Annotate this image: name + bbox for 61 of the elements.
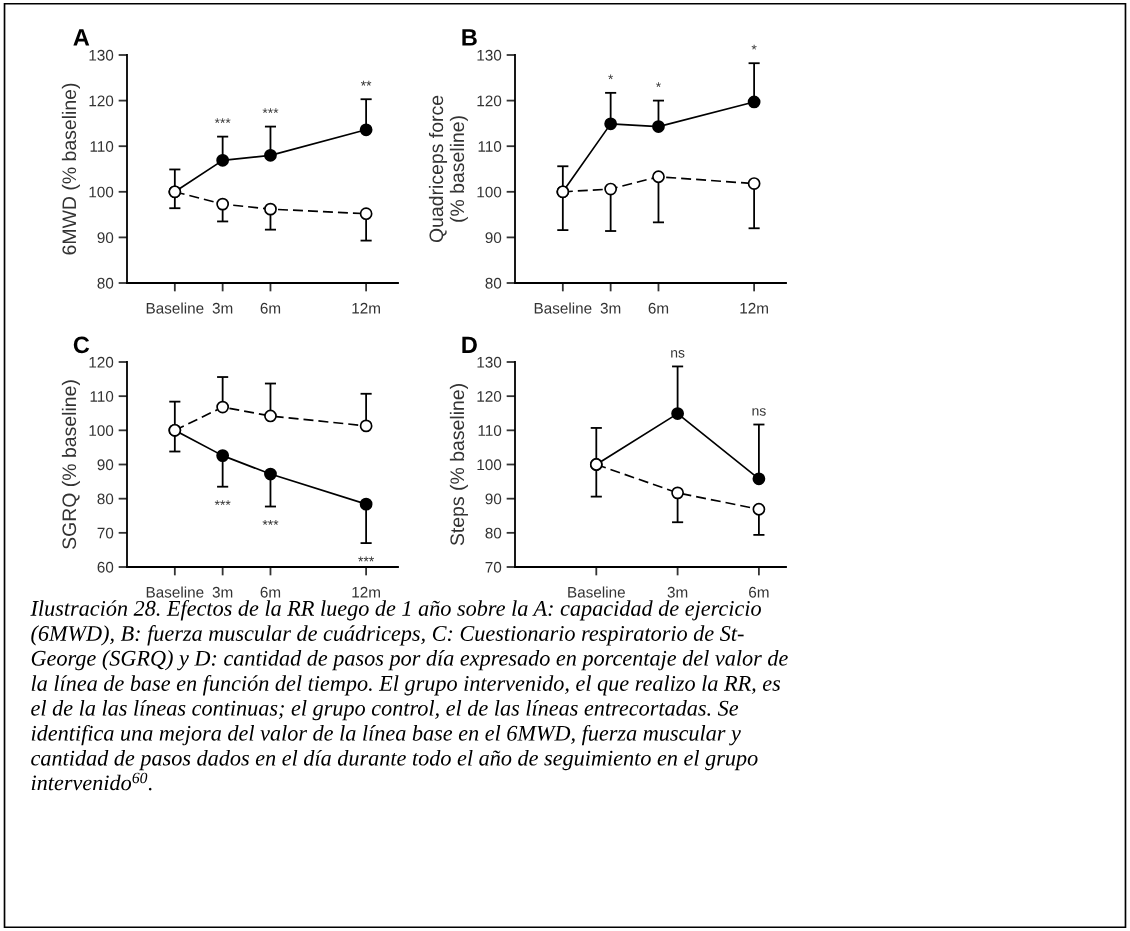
y-tick-label: 80 xyxy=(485,527,502,539)
text: * xyxy=(751,44,757,50)
text: Ilustración 28. Efectos de la RR luego de 1 año sobre la A: capacidad de ejercicio (6MWD), B: fuerza muscular de cuádriceps, C: Cuestionario respiratorio de St- George (SGRQ) y D: cantidad de pasos por día expresado en porcentaje del valor de la línea de base en función del tiempo. El grupo intervenido, el que realizo la RR, es el de la las líneas continuas; el grupo control, el de las líneas entrecortadas. Se identifica una mejora del valor de la línea base en el 6MWD, fuerza muscular y cantidad de pasos dados en el día durante todo el año de seguimiento en el grupo intervenido$^{60}$. xyxy=(30,600,788,791)
y-tick-label: 80 xyxy=(97,493,114,505)
y-tick-label: 100 xyxy=(477,459,502,471)
y-tick-label: 90 xyxy=(97,459,114,471)
text: ns xyxy=(671,350,685,358)
y-tick-label: 130 xyxy=(89,49,114,61)
chart-title: C xyxy=(73,336,90,354)
x-tick-label: 6m xyxy=(749,586,769,598)
y-tick-label: 60 xyxy=(97,561,114,573)
y-tick-label: 130 xyxy=(477,356,502,368)
y-tick-label: 110 xyxy=(90,141,114,152)
y-tick-label: 90 xyxy=(97,232,114,244)
y-tick-label: 120 xyxy=(89,95,114,107)
y-tick-label: 70 xyxy=(485,561,502,573)
x-tick-label: 3m xyxy=(667,586,688,598)
y-tick-label: 70 xyxy=(97,527,114,539)
y-axis-title: SGRQ (% baseline) xyxy=(61,380,80,549)
annotation: ** xyxy=(360,80,372,86)
y-tick-label: 80 xyxy=(485,277,502,289)
chart-title: A xyxy=(73,29,90,46)
chart-title: D xyxy=(462,336,477,353)
y-tick-label: 120 xyxy=(89,356,114,368)
y-axis-title: Steps (% baseline) xyxy=(449,384,468,546)
annotation: *** xyxy=(214,500,231,506)
annotation: * xyxy=(608,74,614,80)
x-tick-label: 12m xyxy=(352,302,380,314)
y-axis-title: 6MWD (% baseline) xyxy=(61,83,80,255)
x-tick-label: 3m xyxy=(212,586,233,598)
x-tick-label: Baseline xyxy=(534,302,592,314)
y-tick-label: 120 xyxy=(477,391,502,402)
x-tick-label: 12m xyxy=(740,302,768,314)
annotation: *** xyxy=(262,520,279,525)
y-tick-label: 100 xyxy=(89,186,114,198)
y-tick-label: 90 xyxy=(485,232,502,244)
annotation: *** xyxy=(214,118,231,124)
y-tick-label: 90 xyxy=(485,493,502,505)
annotation: * xyxy=(655,82,661,88)
y-tick-label: 110 xyxy=(90,391,114,402)
y-tick-label: 80 xyxy=(97,277,114,289)
y-tick-label: 120 xyxy=(477,95,502,107)
x-tick-label: Baseline xyxy=(146,302,204,314)
y-axis-title: Quadriceps force (% baseline) xyxy=(428,95,468,243)
x-tick-label: Baseline xyxy=(568,586,625,598)
y-tick-label: 100 xyxy=(89,425,114,437)
y-tick-label: 110 xyxy=(478,425,502,437)
x-tick-label: 6m xyxy=(648,302,669,314)
y-tick-label: 110 xyxy=(478,141,502,152)
x-tick-label: 3m xyxy=(212,302,233,314)
annotation: ns xyxy=(752,408,766,416)
annotation: *** xyxy=(262,108,279,113)
y-tick-label: 130 xyxy=(477,49,502,61)
x-tick-label: Baseline xyxy=(146,586,204,598)
chart-title: B xyxy=(462,29,477,46)
x-tick-label: 6m xyxy=(260,586,281,598)
y-tick-label: 100 xyxy=(477,186,502,198)
x-tick-label: 12m xyxy=(352,586,380,598)
annotation: *** xyxy=(358,556,375,562)
x-tick-label: 6m xyxy=(260,302,281,314)
x-tick-label: 3m xyxy=(600,302,621,314)
